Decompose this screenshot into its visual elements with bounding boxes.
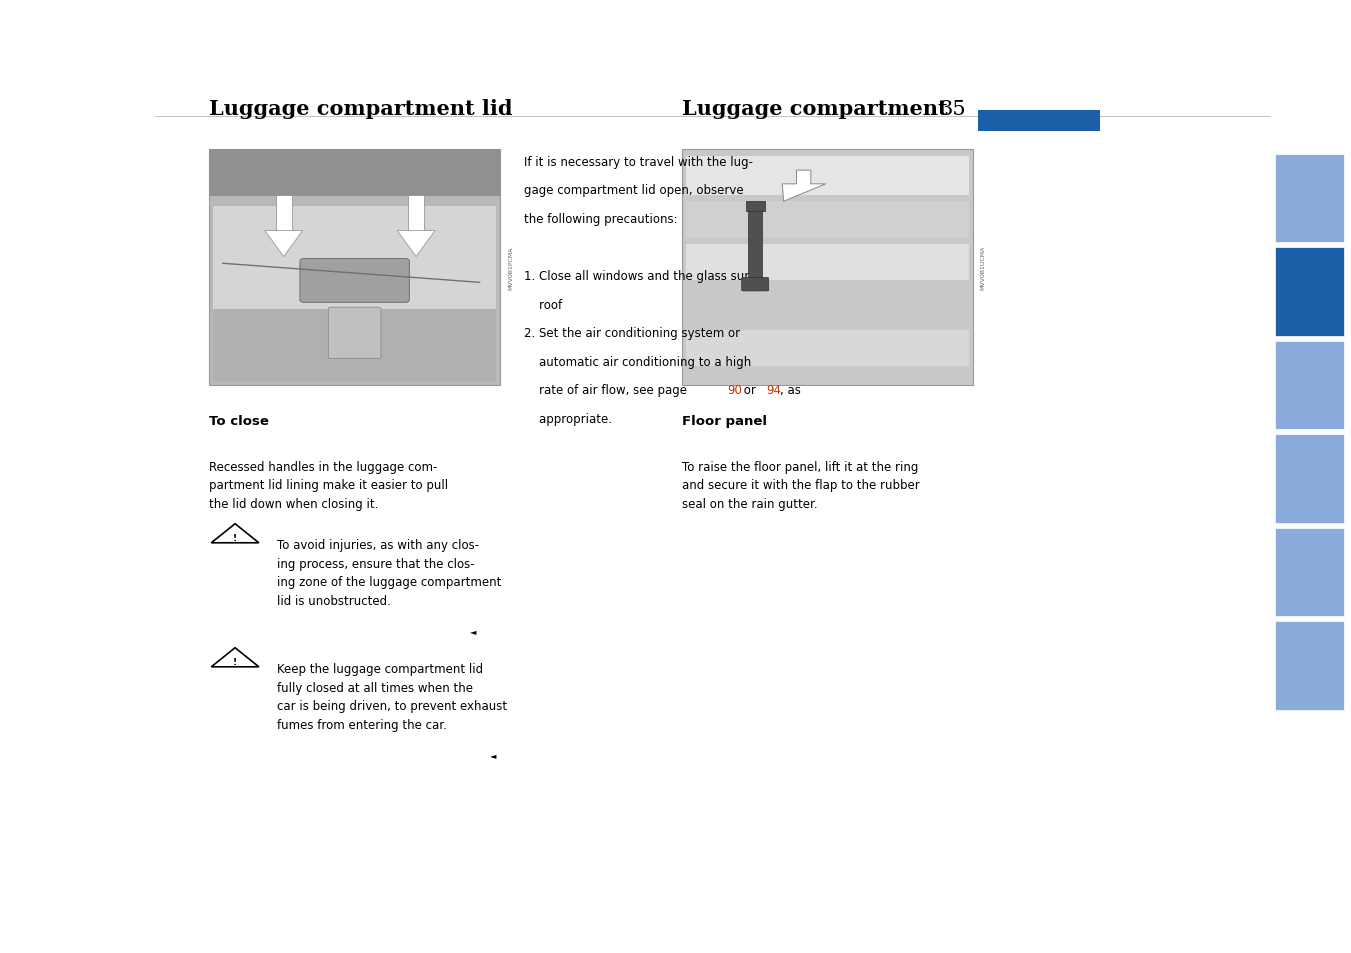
Text: Keywords: Keywords bbox=[1305, 643, 1315, 688]
FancyBboxPatch shape bbox=[686, 288, 969, 324]
Text: Luggage compartment lid: Luggage compartment lid bbox=[209, 99, 513, 119]
Text: appropriate.: appropriate. bbox=[524, 413, 612, 426]
Text: To avoid injuries, as with any clos-
ing process, ensure that the clos-
ing zone: To avoid injuries, as with any clos- ing… bbox=[277, 538, 501, 607]
FancyBboxPatch shape bbox=[213, 207, 496, 310]
Text: To raise the floor panel, lift it at the ring
and secure it with the flap to the: To raise the floor panel, lift it at the… bbox=[682, 460, 920, 510]
Text: or: or bbox=[740, 384, 761, 397]
FancyBboxPatch shape bbox=[1275, 341, 1344, 430]
Text: gage compartment lid open, observe: gage compartment lid open, observe bbox=[524, 184, 744, 197]
FancyBboxPatch shape bbox=[328, 308, 381, 359]
FancyBboxPatch shape bbox=[682, 150, 973, 386]
FancyBboxPatch shape bbox=[746, 202, 765, 212]
Text: If it is necessary to travel with the lug-: If it is necessary to travel with the lu… bbox=[524, 155, 754, 169]
Text: MVV0B1UCMA: MVV0B1UCMA bbox=[981, 246, 986, 290]
FancyBboxPatch shape bbox=[1275, 248, 1344, 336]
FancyBboxPatch shape bbox=[1275, 435, 1344, 523]
Text: the following precautions:: the following precautions: bbox=[524, 213, 678, 226]
Text: Recessed handles in the luggage com-
partment lid lining make it easier to pull
: Recessed handles in the luggage com- par… bbox=[209, 460, 449, 510]
FancyBboxPatch shape bbox=[276, 195, 292, 232]
Text: Minor repairs: Minor repairs bbox=[1305, 449, 1315, 509]
Text: Luggage compartment: Luggage compartment bbox=[682, 99, 948, 119]
Text: !: ! bbox=[232, 658, 238, 666]
Text: ◄: ◄ bbox=[470, 626, 477, 635]
Text: ◄: ◄ bbox=[490, 750, 497, 759]
FancyBboxPatch shape bbox=[213, 310, 496, 381]
Polygon shape bbox=[782, 171, 825, 202]
FancyBboxPatch shape bbox=[1275, 528, 1344, 617]
FancyBboxPatch shape bbox=[686, 202, 969, 238]
Text: rate of air flow, see page: rate of air flow, see page bbox=[524, 384, 690, 397]
Text: Keep the luggage compartment lid
fully closed at all times when the
car is being: Keep the luggage compartment lid fully c… bbox=[277, 662, 507, 731]
FancyBboxPatch shape bbox=[742, 278, 769, 292]
Text: To close: To close bbox=[209, 415, 269, 428]
Text: 94: 94 bbox=[766, 384, 782, 397]
Text: 90: 90 bbox=[727, 384, 742, 397]
FancyBboxPatch shape bbox=[978, 111, 1100, 132]
FancyBboxPatch shape bbox=[1275, 621, 1344, 710]
Text: Controls: Controls bbox=[1305, 274, 1315, 311]
FancyBboxPatch shape bbox=[209, 150, 500, 197]
FancyBboxPatch shape bbox=[686, 245, 969, 281]
Text: 2. Set the air conditioning system or: 2. Set the air conditioning system or bbox=[524, 327, 740, 340]
Text: Overview: Overview bbox=[1305, 177, 1315, 220]
Polygon shape bbox=[265, 232, 303, 257]
FancyBboxPatch shape bbox=[408, 195, 424, 232]
Text: Maintenance: Maintenance bbox=[1305, 356, 1315, 415]
Text: !: ! bbox=[232, 534, 238, 542]
FancyBboxPatch shape bbox=[1275, 154, 1344, 243]
Text: , as: , as bbox=[780, 384, 801, 397]
FancyBboxPatch shape bbox=[686, 157, 969, 195]
Text: 1. Close all windows and the glass sun-: 1. Close all windows and the glass sun- bbox=[524, 270, 757, 283]
Polygon shape bbox=[211, 648, 259, 667]
Text: MVV0B1PCMA: MVV0B1PCMA bbox=[508, 246, 513, 290]
Text: Data: Data bbox=[1305, 561, 1315, 583]
Text: roof: roof bbox=[524, 298, 562, 312]
Polygon shape bbox=[397, 232, 435, 257]
FancyBboxPatch shape bbox=[209, 150, 500, 386]
FancyBboxPatch shape bbox=[748, 212, 762, 283]
Polygon shape bbox=[211, 524, 259, 543]
Text: automatic air conditioning to a high: automatic air conditioning to a high bbox=[524, 355, 751, 369]
Text: 35: 35 bbox=[939, 100, 966, 119]
FancyBboxPatch shape bbox=[686, 331, 969, 367]
FancyBboxPatch shape bbox=[300, 259, 409, 303]
Text: Floor panel: Floor panel bbox=[682, 415, 767, 428]
